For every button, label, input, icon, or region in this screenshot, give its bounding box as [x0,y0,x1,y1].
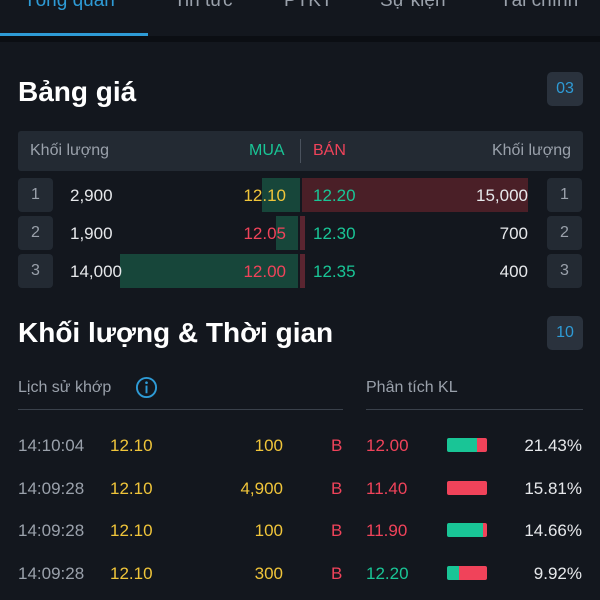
buy-share [447,523,483,537]
sell-volume: 15,000 [476,186,528,205]
buy-price[interactable]: 12.10 [243,186,286,205]
volume-share-bar [447,481,487,495]
sell-volume-header: Khối lượng [491,142,571,159]
sell-header: BÁN [313,142,346,159]
tab-bar: Tổng quan Tin tức PTKT Sự kiện Tài chính [0,0,600,36]
volume-time-title: Khối lượng & Thời gian [18,317,334,348]
tab-events[interactable]: Sự kiện [380,0,446,11]
analysis-percent: 15.81% [524,479,582,498]
sell-share [459,566,487,580]
trade-time: 14:09:28 [18,479,85,498]
buy-share [447,566,459,580]
header-divider [300,139,301,163]
trade-side: B [331,521,343,540]
buy-volume: 2,900 [70,186,113,205]
analysis-price: 12.20 [366,564,409,583]
active-tab-indicator [0,33,148,36]
trade-volume: 300 [254,564,283,583]
row-number-right: 3 [547,254,582,288]
tab-technical[interactable]: PTKT [284,0,333,11]
order-book-title: Bảng giá [18,76,137,107]
order-book-levels-button[interactable]: 03 [547,72,583,106]
trade-volume: 4,900 [240,479,283,498]
analysis-percent: 9.92% [533,564,582,583]
history-divider [18,409,343,410]
row-number-right: 2 [547,216,582,250]
volume-share-bar [447,438,487,452]
trade-side: B [331,436,343,455]
sell-share [483,523,487,537]
sell-volume-bar [300,216,305,250]
volume-share-bar [447,523,487,537]
section-divider [0,36,600,42]
buy-share [447,438,477,452]
trade-side: B [331,479,343,498]
tab-finance[interactable]: Tài chính [500,0,579,11]
order-book-header: Khối lượng MUA BÁN Khối lượng [18,131,583,171]
analysis-price: 12.00 [366,436,409,455]
trade-price: 12.10 [110,479,153,498]
row-number: 1 [18,178,53,212]
sell-share [447,481,487,495]
trade-price: 12.10 [110,521,153,540]
analysis-divider [366,409,583,410]
tab-overview[interactable]: Tổng quan [24,0,115,11]
trade-volume: 100 [254,436,283,455]
volume-time-count-button[interactable]: 10 [547,316,583,350]
info-icon[interactable] [135,376,158,399]
row-number: 2 [18,216,53,250]
buy-header: MUA [249,142,285,159]
trade-price: 12.10 [110,564,153,583]
row-number: 3 [18,254,53,288]
trade-volume: 100 [254,521,283,540]
volume-analysis-label: Phân tích KL [366,379,458,396]
trade-price: 12.10 [110,436,153,455]
analysis-percent: 21.43% [524,436,582,455]
buy-volume: 1,900 [70,224,113,243]
buy-volume-header: Khối lượng [30,142,110,159]
buy-price[interactable]: 12.05 [243,224,286,243]
buy-volume: 14,000 [70,262,122,281]
buy-volume-bar [120,254,298,288]
buy-volume-bar [276,216,298,250]
sell-volume-bar [302,178,528,212]
tab-news[interactable]: Tin tức [174,0,233,11]
buy-volume-bar [262,178,300,212]
analysis-price: 11.90 [366,521,408,540]
trade-time: 14:09:28 [18,564,85,583]
sell-volume: 700 [499,224,528,243]
sell-price[interactable]: 12.35 [313,262,356,281]
volume-share-bar [447,566,487,580]
analysis-percent: 14.66% [524,521,582,540]
sell-price[interactable]: 12.30 [313,224,356,243]
trade-time: 14:09:28 [18,521,85,540]
sell-volume: 400 [499,262,528,281]
buy-price[interactable]: 12.00 [243,262,286,281]
row-number-right: 1 [547,178,582,212]
sell-share [477,438,487,452]
match-history-label: Lịch sử khớp [18,379,112,396]
trade-side: B [331,564,343,583]
analysis-price: 11.40 [366,479,408,498]
sell-price[interactable]: 12.20 [313,186,356,205]
trade-time: 14:10:04 [18,436,85,455]
sell-volume-bar [300,254,305,288]
